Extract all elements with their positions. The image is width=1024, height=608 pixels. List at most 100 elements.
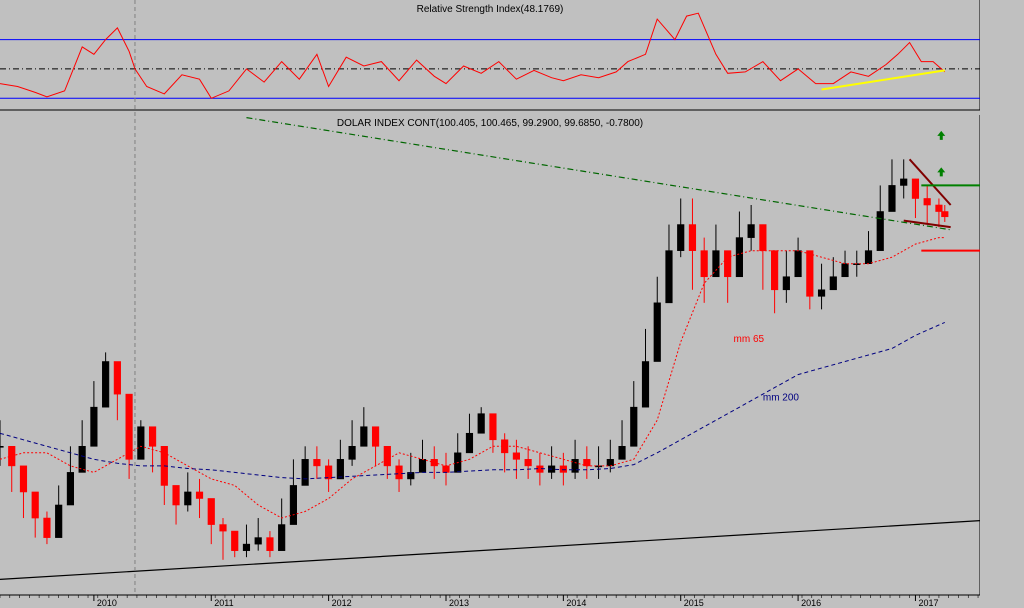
candle-body (935, 204, 943, 212)
candle-body (864, 250, 873, 264)
x-tick-label: 2010 (97, 598, 117, 608)
candle-body (641, 361, 650, 408)
candle-body (184, 491, 192, 506)
candle-body (489, 413, 497, 441)
candle-body (313, 459, 321, 467)
candle-body (31, 491, 39, 519)
x-tick-label: 2015 (684, 598, 704, 608)
candle-body (794, 250, 802, 278)
candle-body (442, 465, 450, 473)
rsi-panel: 30405060708090 (0, 0, 998, 111)
candle-body (465, 432, 474, 454)
candle-body (606, 459, 614, 467)
series-label: mm 200 (763, 393, 800, 404)
price-trendline (246, 117, 951, 231)
candle-body (806, 250, 814, 297)
candle-body (536, 465, 544, 473)
candle-body (407, 472, 415, 480)
price-trendline (0, 520, 981, 580)
candle-body (219, 524, 227, 532)
mm-65-line (0, 237, 945, 519)
candle-body (747, 224, 755, 238)
x-tick-label: 2012 (332, 598, 352, 608)
candle-body (172, 485, 180, 506)
price-panel: 7172737475767778798081828384858687888990… (0, 115, 1003, 596)
candle-body (900, 178, 908, 186)
candle-body (571, 459, 579, 473)
candle-body (395, 465, 403, 480)
candle-body (829, 276, 837, 291)
candle-body (383, 446, 391, 467)
candle-body (782, 276, 790, 291)
candle-body (55, 504, 63, 538)
candle-body (43, 517, 51, 538)
x-tick-label: 2013 (449, 598, 469, 608)
price-trendline (903, 219, 951, 229)
x-tick-label: 2011 (214, 598, 233, 608)
candle-body (207, 498, 215, 525)
candle-body (360, 426, 368, 447)
candle-body (618, 446, 626, 460)
candle-body (923, 198, 931, 206)
candle-body (418, 459, 427, 473)
candle-body (231, 530, 239, 551)
candle-body (888, 185, 896, 212)
candle-body (735, 237, 743, 278)
candle-body (524, 459, 532, 467)
candle-body (630, 406, 638, 447)
candle-body (348, 446, 356, 460)
price-title: DOLAR INDEX CONT(100.405, 100.465, 99.29… (337, 118, 643, 129)
candle-body (371, 426, 380, 447)
candle-body (325, 465, 333, 480)
mm-200-line (0, 321, 946, 480)
candle-body (78, 446, 86, 473)
series-label: mm 65 (734, 334, 765, 345)
candle-body (688, 224, 697, 251)
candle-body (90, 406, 98, 447)
candle-body (102, 361, 110, 408)
candle-body (653, 302, 661, 362)
candle-body (19, 465, 28, 493)
candle-body (665, 250, 673, 304)
candle-body (759, 224, 767, 251)
x-axis: 2010 2011 2012 2013 2014 2015 2016 2017 (0, 594, 980, 608)
candle-body (841, 263, 849, 278)
candle-body (583, 459, 591, 467)
candle-body (559, 465, 567, 473)
candle-body (148, 426, 157, 447)
x-tick-label: 2014 (566, 598, 586, 608)
arrow-up-icon (937, 167, 946, 177)
x-tick-label: 2016 (801, 598, 821, 608)
candle-body (512, 452, 520, 460)
candle-body (477, 413, 485, 434)
candle-body (941, 211, 949, 218)
candle-body (242, 543, 251, 551)
candle-body (724, 250, 732, 278)
candle-body (254, 537, 262, 545)
candle-body (66, 472, 75, 506)
rsi-trendline (821, 69, 945, 91)
candle-body (336, 459, 344, 480)
rsi-series-line (0, 12, 946, 99)
candle-body (137, 426, 145, 460)
candle-body (278, 524, 286, 551)
candle-body (911, 178, 920, 199)
candle-body (195, 491, 204, 499)
price-trendline (908, 158, 952, 206)
y-axis-strip (980, 0, 1024, 608)
x-tick-label: 2017 (918, 598, 938, 608)
candle-body (266, 537, 274, 551)
candle-body (876, 211, 884, 251)
candle-body (700, 250, 708, 278)
candle-body (771, 250, 779, 291)
candle-body (113, 361, 121, 395)
candle-body (301, 459, 309, 486)
candle-body (0, 446, 4, 448)
arrow-up-icon (937, 130, 946, 140)
candle-body (677, 224, 685, 251)
candle-body (125, 393, 133, 460)
rsi-title: Relative Strength Index(48.1769) (417, 4, 564, 15)
candle-body (817, 289, 826, 297)
candle-body (289, 485, 297, 525)
